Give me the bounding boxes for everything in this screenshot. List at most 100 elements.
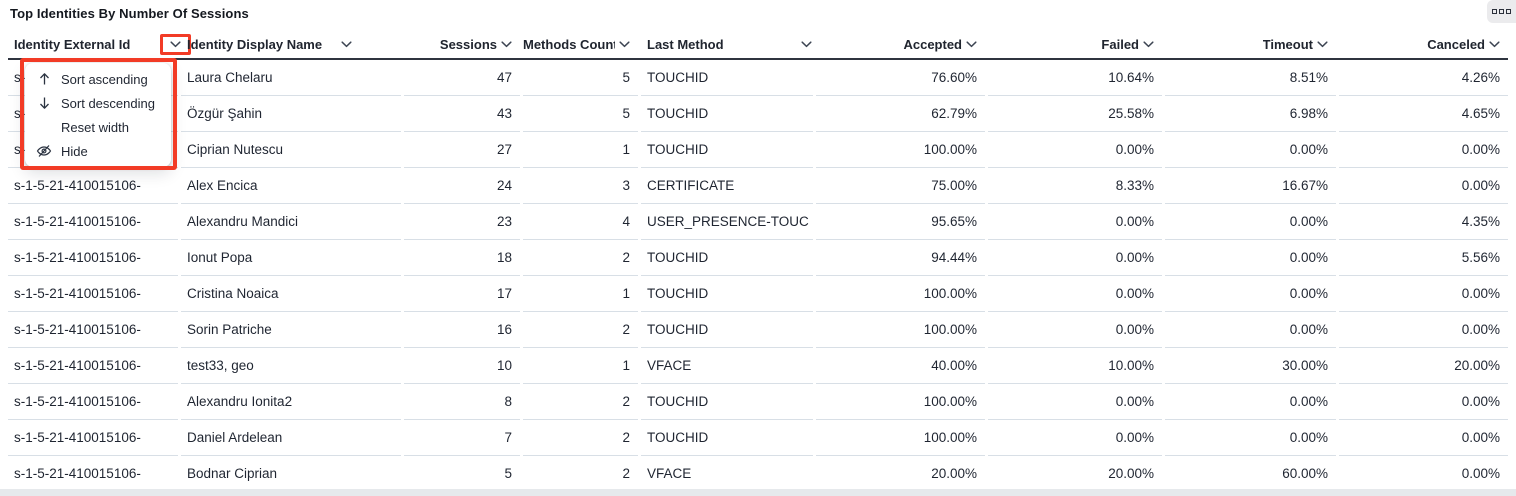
menu-item-sort-descending[interactable]: Sort descending (25, 91, 171, 115)
column-header-label: Identity Display Name (187, 37, 323, 52)
boxes-menu-icon (1499, 9, 1504, 14)
cell-methods-count: 1 (523, 348, 638, 384)
column-header-label: Identity External Id (14, 37, 131, 52)
column-header-failed[interactable]: Failed (988, 31, 1162, 58)
column-header-methods-count[interactable]: Methods Count (523, 31, 638, 58)
cell-timeout: 60.00% (1165, 456, 1336, 492)
table-body: s-1-5-21-410015106-Laura Chelaru475TOUCH… (8, 60, 1508, 492)
cell-identity-external-id: s-1-5-21-410015106- (8, 240, 178, 276)
chevron-down-icon[interactable] (1489, 41, 1500, 48)
cell-timeout: 0.00% (1165, 276, 1336, 312)
chevron-down-icon[interactable] (801, 41, 812, 48)
cell-last-method: TOUCHID (641, 276, 813, 312)
chevron-down-icon[interactable] (619, 41, 630, 48)
cell-last-method: VFACE (641, 348, 813, 384)
cell-accepted: 20.00% (816, 456, 985, 492)
cell-sessions: 17 (404, 276, 520, 312)
chevron-down-icon[interactable] (501, 41, 512, 48)
cell-failed: 0.00% (988, 240, 1162, 276)
cell-last-method: TOUCHID (641, 132, 813, 168)
panel-header: Top Identities By Number Of Sessions (0, 0, 1516, 31)
cell-timeout: 0.00% (1165, 240, 1336, 276)
cell-canceled: 0.00% (1339, 420, 1508, 456)
cell-identity-display-name: Bodnar Ciprian (181, 456, 401, 492)
cell-identity-external-id: s-1-5-21-410015106- (8, 384, 178, 420)
chevron-down-icon[interactable] (1143, 41, 1154, 48)
cell-timeout: 0.00% (1165, 312, 1336, 348)
table-row: s-1-5-21-410015106- Alex Encica 24 3 CERTIFI… (8, 168, 1508, 204)
annotation-highlight-chevron (160, 34, 191, 55)
menu-item-label: Sort descending (61, 95, 155, 111)
cell-accepted: 100.00% (816, 384, 985, 420)
table-row: s-1-5-21-410015106- Alexandru Ionita2 8 2 TO… (8, 384, 1508, 420)
cell-canceled: 0.00% (1339, 132, 1508, 168)
cell-identity-display-name: test33, geo (181, 348, 401, 384)
table-row: s-1-5-21-410015106- test33, geo 10 1 VFACE 40… (8, 348, 1508, 384)
cell-identity-display-name: Alexandru Mandici (181, 204, 401, 240)
column-header-identity-display-name[interactable]: Identity Display Name (181, 31, 401, 58)
chevron-down-icon[interactable] (170, 41, 181, 48)
boxes-menu-icon (1506, 9, 1511, 14)
cell-last-method: USER_PRESENCE-TOUC (641, 204, 813, 240)
cell-accepted: 100.00% (816, 276, 985, 312)
cell-methods-count: 2 (523, 384, 638, 420)
chevron-down-icon[interactable] (341, 41, 352, 48)
menu-item-sort-ascending[interactable]: Sort ascending (25, 67, 171, 91)
cell-identity-display-name: Sorin Patriche (181, 312, 401, 348)
column-header-sessions[interactable]: Sessions (404, 31, 520, 58)
column-header-identity-external-id[interactable]: Identity External Id (8, 31, 191, 58)
cell-accepted: 62.79% (816, 96, 985, 132)
cell-methods-count: 2 (523, 420, 638, 456)
column-header-label: Canceled (1427, 37, 1485, 52)
cell-methods-count: 5 (523, 96, 638, 132)
cell-canceled: 0.00% (1339, 276, 1508, 312)
column-header-label: Methods Count (523, 37, 615, 52)
cell-identity-display-name: Cristina Noaica (181, 276, 401, 312)
identities-table: Identity External Id Identity Display Nam… (8, 31, 1508, 492)
table-row: s-1-5-21-410015106-Ciprian Nutescu271TOU… (8, 132, 1508, 168)
cell-identity-external-id: s-1-5-21-410015106- (8, 312, 178, 348)
table-row: s-1-5-21-410015106- Daniel Ardelean 7 2 TOUC… (8, 420, 1508, 456)
cell-last-method: TOUCHID (641, 60, 813, 96)
cell-identity-display-name: Özgür Şahin (181, 96, 401, 132)
cell-accepted: 40.00% (816, 348, 985, 384)
table-row: s-1-5-21-410015106- Bodnar Ciprian 5 2 VFACE… (8, 456, 1508, 492)
column-header-accepted[interactable]: Accepted (816, 31, 985, 58)
cell-last-method: VFACE (641, 456, 813, 492)
table-header-row: Identity External Id Identity Display Nam… (8, 31, 1508, 60)
menu-item-hide[interactable]: Hide (25, 139, 171, 163)
cell-canceled: 20.00% (1339, 348, 1508, 384)
menu-item-label: Hide (61, 143, 88, 159)
cell-identity-external-id: s-1-5-21-410015106- (8, 456, 178, 492)
cell-timeout: 30.00% (1165, 348, 1336, 384)
cell-failed: 0.00% (988, 204, 1162, 240)
cell-canceled: 0.00% (1339, 456, 1508, 492)
cell-identity-external-id: s-1-5-21-410015106- (8, 168, 178, 204)
arrow-down-icon (36, 96, 52, 110)
menu-item-reset-width[interactable]: Reset width (25, 115, 171, 139)
eye-off-icon (36, 144, 52, 158)
column-header-last-method[interactable]: Last Method (641, 31, 813, 58)
cell-canceled: 0.00% (1339, 312, 1508, 348)
cell-failed: 20.00% (988, 456, 1162, 492)
boxes-menu-icon (1492, 9, 1497, 14)
cell-sessions: 5 (404, 456, 520, 492)
horizontal-scrollbar[interactable] (0, 489, 1516, 496)
menu-item-label: Reset width (61, 119, 129, 135)
panel-options-button[interactable] (1487, 0, 1516, 23)
cell-canceled: 0.00% (1339, 384, 1508, 420)
chevron-down-icon[interactable] (966, 41, 977, 48)
table-row: s-1-5-21-410015106-Laura Chelaru475TOUCH… (8, 60, 1508, 96)
cell-identity-external-id: s-1-5-21-410015106- (8, 276, 178, 312)
cell-failed: 0.00% (988, 132, 1162, 168)
cell-canceled: 4.65% (1339, 96, 1508, 132)
cell-canceled: 4.26% (1339, 60, 1508, 96)
cell-identity-display-name: Daniel Ardelean (181, 420, 401, 456)
cell-timeout: 16.67% (1165, 168, 1336, 204)
column-header-label: Accepted (903, 37, 962, 52)
cell-identity-external-id: s-1-5-21-410015106- (8, 204, 178, 240)
column-header-canceled[interactable]: Canceled (1339, 31, 1508, 58)
column-header-timeout[interactable]: Timeout (1165, 31, 1336, 58)
cell-sessions: 8 (404, 384, 520, 420)
chevron-down-icon[interactable] (1317, 41, 1328, 48)
